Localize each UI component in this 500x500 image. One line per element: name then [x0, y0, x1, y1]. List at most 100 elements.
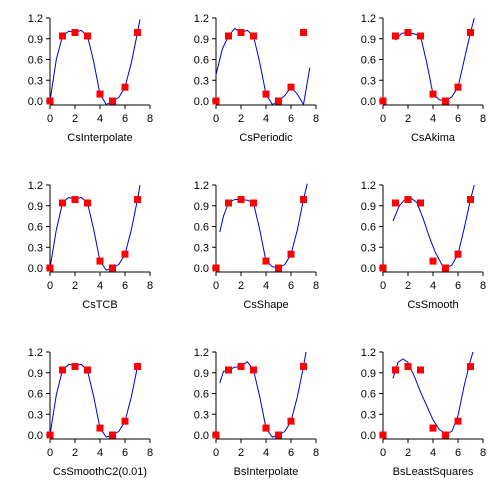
chart-title: CsShape — [243, 299, 288, 311]
y-tick-label: 0.0 — [28, 96, 43, 108]
data-point — [225, 199, 232, 207]
data-point — [59, 366, 66, 374]
data-point — [109, 264, 116, 272]
data-point — [417, 366, 424, 374]
x-tick-label: 0 — [47, 280, 53, 292]
chart-title: BsLeastSquares — [393, 466, 474, 478]
data-point — [212, 97, 220, 105]
data-point — [46, 431, 54, 439]
y-tick-label: 0.6 — [361, 222, 376, 234]
x-tick-label: 6 — [122, 280, 128, 292]
data-point — [250, 32, 257, 40]
data-point — [71, 363, 79, 371]
y-tick-label: 0.9 — [194, 34, 209, 46]
data-point — [287, 83, 295, 91]
data-point — [250, 366, 257, 374]
data-point — [121, 83, 129, 91]
data-point — [417, 199, 424, 207]
y-tick-label: 0.0 — [194, 96, 209, 108]
x-tick-label: 4 — [97, 113, 103, 125]
y-tick-label: 0.9 — [194, 368, 209, 380]
data-point — [84, 32, 91, 40]
data-point — [404, 196, 412, 204]
x-tick-label: 2 — [72, 447, 78, 459]
y-tick-label: 0.6 — [361, 55, 376, 67]
chart-title: CsAkima — [411, 132, 456, 144]
y-tick-label: 1.2 — [28, 180, 43, 192]
data-point — [96, 424, 104, 432]
x-tick-label: 6 — [122, 447, 128, 459]
data-point — [46, 264, 54, 272]
data-point — [467, 363, 474, 371]
data-point — [84, 366, 91, 374]
y-tick-label: 0.3 — [361, 409, 376, 421]
y-tick-label: 0.9 — [361, 201, 376, 213]
x-tick-label: 0 — [380, 447, 386, 459]
chart-panel: 0.0 0.3 0.6 0.9 1.2 0 2 4 6 8 BsLeastSquares — [361, 347, 486, 478]
y-tick-label: 0.9 — [194, 201, 209, 213]
chart-panel: 0.0 0.3 0.6 0.9 1.2 0 2 4 6 8 CsPeriodic — [194, 13, 319, 144]
series-curve — [49, 19, 141, 105]
data-point — [212, 264, 220, 272]
data-point — [96, 90, 104, 98]
y-tick-label: 0.6 — [28, 55, 43, 67]
x-tick-label: 4 — [430, 113, 436, 125]
data-point — [429, 257, 437, 265]
x-tick-label: 0 — [213, 280, 219, 292]
y-tick-label: 0.0 — [194, 263, 209, 275]
x-tick-label: 4 — [263, 280, 269, 292]
data-point — [467, 196, 474, 204]
x-tick-label: 4 — [430, 280, 436, 292]
x-tick-label: 8 — [480, 447, 486, 459]
y-tick-label: 1.2 — [194, 180, 209, 192]
data-point — [225, 366, 232, 374]
data-point — [71, 196, 79, 204]
data-point — [262, 90, 270, 98]
y-tick-label: 1.2 — [361, 347, 376, 359]
x-tick-label: 6 — [455, 447, 461, 459]
x-tick-label: 8 — [480, 113, 486, 125]
data-point — [392, 199, 399, 207]
data-point — [237, 29, 245, 37]
y-tick-label: 0.9 — [361, 368, 376, 380]
data-point — [454, 250, 462, 258]
y-tick-label: 0.6 — [28, 222, 43, 234]
x-tick-label: 8 — [147, 113, 153, 125]
x-tick-label: 4 — [263, 113, 269, 125]
x-tick-label: 6 — [122, 113, 128, 125]
data-point — [404, 29, 412, 37]
x-tick-label: 8 — [313, 280, 319, 292]
x-tick-label: 2 — [405, 280, 411, 292]
x-tick-label: 0 — [380, 113, 386, 125]
chart-panel: 0.0 0.3 0.6 0.9 1.2 0 2 4 6 8 CsSmooth — [361, 180, 486, 311]
y-tick-label: 0.0 — [194, 430, 209, 442]
y-tick-label: 0.3 — [361, 75, 376, 87]
chart-panel: 0.0 0.3 0.6 0.9 1.2 0 2 4 6 8 CsShape — [194, 180, 319, 311]
x-tick-label: 2 — [405, 113, 411, 125]
x-tick-label: 0 — [47, 113, 53, 125]
y-tick-label: 0.0 — [28, 263, 43, 275]
y-tick-label: 1.2 — [194, 347, 209, 359]
y-tick-label: 1.2 — [28, 13, 43, 25]
data-point — [121, 417, 129, 425]
data-point — [392, 32, 399, 40]
data-point — [379, 431, 387, 439]
x-tick-label: 6 — [455, 280, 461, 292]
chart-title: CsSmooth — [407, 299, 458, 311]
data-point — [250, 199, 257, 207]
data-point — [275, 431, 282, 439]
data-point — [429, 90, 437, 98]
data-point — [392, 366, 399, 374]
data-point — [134, 363, 141, 371]
data-point — [442, 97, 449, 105]
data-point — [237, 196, 245, 204]
data-point — [300, 196, 307, 204]
chart-title: BsInterpolate — [234, 466, 299, 478]
data-point — [404, 363, 412, 371]
data-point — [71, 29, 79, 37]
y-tick-label: 0.9 — [28, 368, 43, 380]
data-point — [287, 417, 295, 425]
y-tick-label: 0.3 — [28, 409, 43, 421]
